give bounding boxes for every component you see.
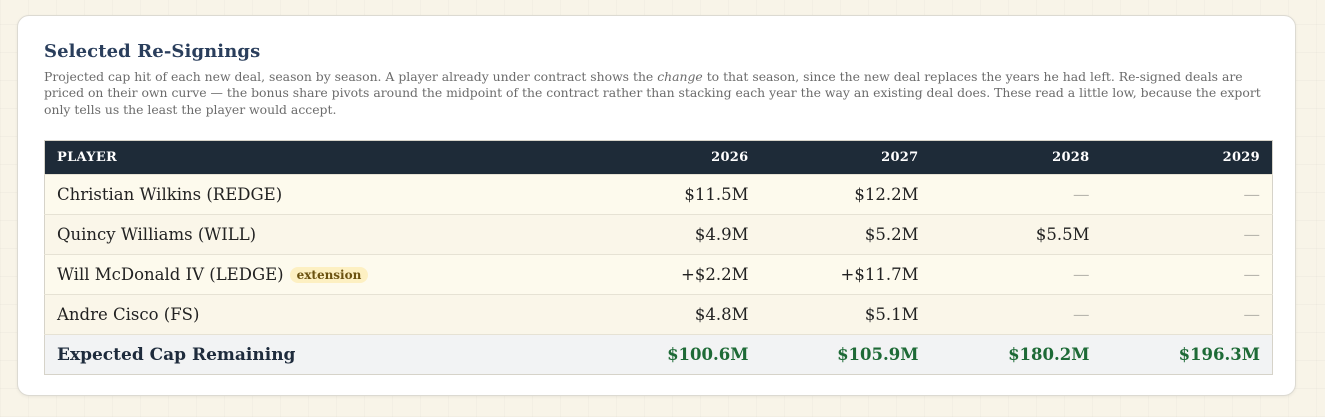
- empty-dash: —: [930, 174, 1102, 215]
- total-value-2028: $180.2M: [930, 334, 1102, 375]
- cap-value: +$2.2M: [440, 254, 761, 295]
- column-header-2026: 2026: [440, 140, 761, 175]
- total-label: Expected Cap Remaining: [44, 334, 441, 375]
- table-row: Quincy Williams (WILL) $4.9M $5.2M $5.5M…: [44, 214, 1273, 255]
- cap-value: $4.8M: [440, 294, 761, 335]
- table-header-row: Player 2026 2027 2028 2029: [44, 140, 1273, 175]
- cap-value: $5.2M: [760, 214, 931, 255]
- total-value-2026: $100.6M: [440, 334, 761, 375]
- cap-value: $5.1M: [760, 294, 931, 335]
- table-row: Christian Wilkins (REDGE) $11.5M $12.2M …: [44, 174, 1273, 215]
- panel-title: Selected Re-Signings: [44, 41, 261, 62]
- empty-dash: —: [1101, 254, 1273, 295]
- extension-badge: extension: [289, 266, 369, 283]
- empty-dash: —: [1101, 294, 1273, 335]
- column-header-player: Player: [44, 140, 441, 175]
- player-name: Will McDonald IV (LEDGE): [57, 265, 284, 284]
- table-row: Will McDonald IV (LEDGE) extension +$2.2M…: [44, 254, 1273, 295]
- table-row: Andre Cisco (FS) $4.8M $5.1M — —: [44, 294, 1273, 335]
- cap-value: $5.5M: [930, 214, 1102, 255]
- resignings-table: Player 2026 2027 2028 2029 Christian Wil…: [44, 140, 1273, 375]
- player-name: Andre Cisco (FS): [44, 294, 441, 335]
- empty-dash: —: [930, 294, 1102, 335]
- panel-description: Projected cap hit of each new deal, seas…: [44, 69, 1276, 118]
- total-value-2029: $196.3M: [1101, 334, 1273, 375]
- cap-value: $4.9M: [440, 214, 761, 255]
- total-row: Expected Cap Remaining $100.6M $105.9M $…: [44, 334, 1273, 375]
- description-text-2: to that season, since the new deal repla…: [44, 69, 1261, 117]
- cap-value: $11.5M: [440, 174, 761, 215]
- description-text-1: Projected cap hit of each new deal, seas…: [44, 69, 658, 84]
- empty-dash: —: [1101, 214, 1273, 255]
- empty-dash: —: [930, 254, 1102, 295]
- resignings-card: Selected Re-Signings Projected cap hit o…: [17, 15, 1296, 396]
- column-header-2029: 2029: [1101, 140, 1273, 175]
- total-value-2027: $105.9M: [760, 334, 931, 375]
- empty-dash: —: [1101, 174, 1273, 215]
- column-header-2028: 2028: [930, 140, 1102, 175]
- player-cell: Will McDonald IV (LEDGE) extension: [44, 254, 441, 295]
- description-emphasis: change: [657, 69, 703, 84]
- cap-value: $12.2M: [760, 174, 931, 215]
- player-name: Christian Wilkins (REDGE): [44, 174, 441, 215]
- player-name: Quincy Williams (WILL): [44, 214, 441, 255]
- column-header-2027: 2027: [760, 140, 931, 175]
- cap-value: +$11.7M: [760, 254, 931, 295]
